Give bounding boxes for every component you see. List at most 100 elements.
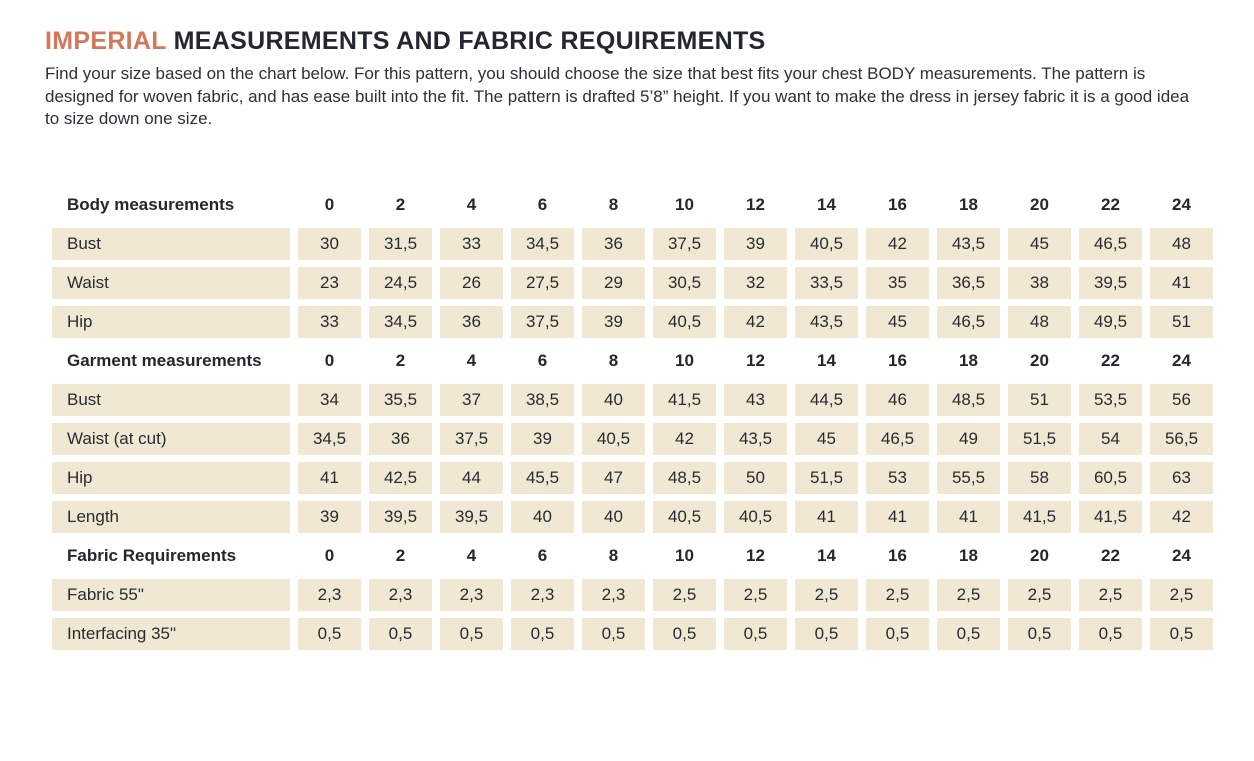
value-cell: 53,5 — [1079, 383, 1142, 416]
row-label-cell: Fabric 55" — [52, 578, 290, 611]
value-cell: 39,5 — [369, 500, 432, 533]
value-cell: 51,5 — [795, 461, 858, 494]
size-header-cell: 16 — [888, 194, 907, 214]
size-header-cell: 18 — [959, 350, 978, 370]
value-cell: 41,5 — [653, 383, 716, 416]
value-cell: 51,5 — [1008, 422, 1071, 455]
value-cell: 0,5 — [866, 617, 929, 650]
page: IMPERIAL MEASUREMENTS AND FABRIC REQUIRE… — [45, 26, 1213, 650]
size-header-cell: 12 — [746, 350, 765, 370]
value-cell: 40,5 — [653, 305, 716, 338]
size-header-cell: 10 — [675, 545, 694, 565]
value-cell: 40,5 — [653, 500, 716, 533]
row-label-cell: Length — [52, 500, 290, 533]
value-cell: 51 — [1008, 383, 1071, 416]
value-cell: 45,5 — [511, 461, 574, 494]
size-header-cell: 14 — [817, 545, 836, 565]
row-label-cell: Bust — [52, 383, 290, 416]
value-cell: 33 — [440, 227, 503, 260]
value-cell: 35 — [866, 266, 929, 299]
value-cell: 0,5 — [653, 617, 716, 650]
value-cell: 44 — [440, 461, 503, 494]
size-header-cell: 0 — [324, 194, 335, 214]
size-header-cell: 24 — [1172, 194, 1191, 214]
value-cell: 0,5 — [1079, 617, 1142, 650]
value-cell: 41 — [795, 500, 858, 533]
value-cell: 41 — [937, 500, 1000, 533]
value-cell: 41 — [298, 461, 361, 494]
size-header-cell: 10 — [675, 194, 694, 214]
value-cell: 2,5 — [724, 578, 787, 611]
value-cell: 2,5 — [1150, 578, 1213, 611]
value-cell: 2,3 — [511, 578, 574, 611]
value-cell: 40 — [582, 500, 645, 533]
value-cell: 36 — [369, 422, 432, 455]
value-cell: 56,5 — [1150, 422, 1213, 455]
value-cell: 41,5 — [1079, 500, 1142, 533]
value-cell: 40,5 — [582, 422, 645, 455]
value-cell: 40 — [511, 500, 574, 533]
size-header-cell: 16 — [888, 350, 907, 370]
size-header-cell: 4 — [466, 350, 477, 370]
value-cell: 2,5 — [1079, 578, 1142, 611]
value-cell: 48,5 — [937, 383, 1000, 416]
value-cell: 29 — [582, 266, 645, 299]
value-cell: 32 — [724, 266, 787, 299]
value-cell: 2,5 — [653, 578, 716, 611]
value-cell: 34,5 — [511, 227, 574, 260]
value-cell: 0,5 — [1008, 617, 1071, 650]
value-cell: 0,5 — [1150, 617, 1213, 650]
page-title: IMPERIAL MEASUREMENTS AND FABRIC REQUIRE… — [45, 26, 1209, 56]
value-cell: 0,5 — [511, 617, 574, 650]
value-cell: 23 — [298, 266, 361, 299]
value-cell: 42 — [866, 227, 929, 260]
value-cell: 46 — [866, 383, 929, 416]
size-header-cell: 8 — [608, 545, 619, 565]
value-cell: 2,5 — [937, 578, 1000, 611]
value-cell: 53 — [866, 461, 929, 494]
size-header-cell: 8 — [608, 194, 619, 214]
value-cell: 42,5 — [369, 461, 432, 494]
value-cell: 60,5 — [1079, 461, 1142, 494]
value-cell: 48,5 — [653, 461, 716, 494]
value-cell: 38,5 — [511, 383, 574, 416]
size-header-cell: 6 — [537, 194, 548, 214]
size-header-cell: 24 — [1172, 350, 1191, 370]
value-cell: 46,5 — [866, 422, 929, 455]
size-header-cell: 6 — [537, 350, 548, 370]
value-cell: 39 — [298, 500, 361, 533]
value-cell: 45 — [795, 422, 858, 455]
value-cell: 41,5 — [1008, 500, 1071, 533]
value-cell: 42 — [724, 305, 787, 338]
value-cell: 34,5 — [369, 305, 432, 338]
value-cell: 31,5 — [369, 227, 432, 260]
value-cell: 0,5 — [937, 617, 1000, 650]
value-cell: 40 — [582, 383, 645, 416]
size-header-cell: 4 — [466, 194, 477, 214]
value-cell: 36 — [582, 227, 645, 260]
value-cell: 30,5 — [653, 266, 716, 299]
value-cell: 2,5 — [866, 578, 929, 611]
row-label-cell: Bust — [52, 227, 290, 260]
row-label-cell: Hip — [52, 305, 290, 338]
value-cell: 54 — [1079, 422, 1142, 455]
size-header-cell: 18 — [959, 545, 978, 565]
value-cell: 2,5 — [795, 578, 858, 611]
intro-paragraph: Find your size based on the chart below.… — [45, 64, 1190, 128]
page-title-highlight: IMPERIAL — [45, 27, 167, 55]
value-cell: 40,5 — [795, 227, 858, 260]
value-cell: 2,5 — [1008, 578, 1071, 611]
size-header-cell: 12 — [746, 545, 765, 565]
size-header-cell: 0 — [324, 350, 335, 370]
value-cell: 49,5 — [1079, 305, 1142, 338]
value-cell: 37,5 — [653, 227, 716, 260]
value-cell: 48 — [1008, 305, 1071, 338]
size-header-cell: 14 — [817, 194, 836, 214]
size-header-cell: 20 — [1030, 545, 1049, 565]
section-header-label: Garment measurements — [67, 350, 262, 370]
value-cell: 0,5 — [582, 617, 645, 650]
value-cell: 35,5 — [369, 383, 432, 416]
value-cell: 45 — [1008, 227, 1071, 260]
size-header-cell: 6 — [537, 545, 548, 565]
value-cell: 41 — [866, 500, 929, 533]
